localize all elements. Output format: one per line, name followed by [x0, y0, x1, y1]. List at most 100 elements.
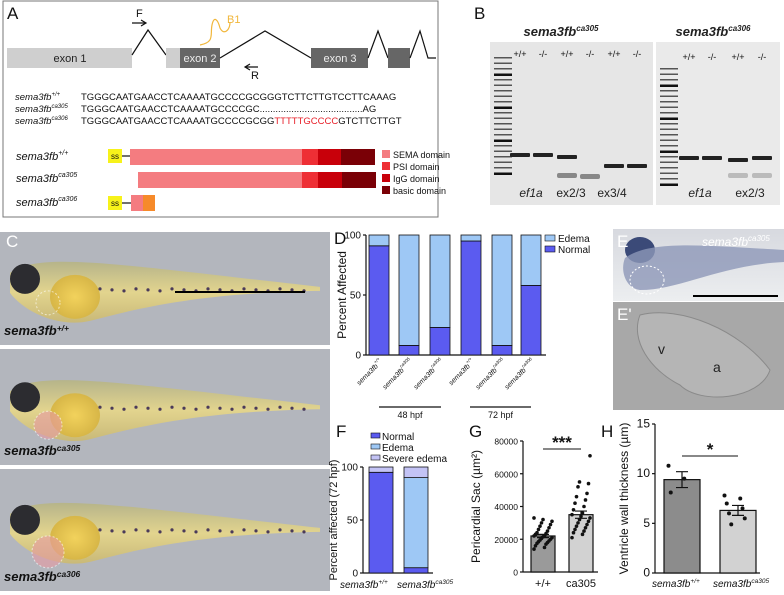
- data-point: [576, 521, 580, 525]
- y-tick-label: 0: [513, 568, 518, 578]
- data-point: [583, 525, 588, 530]
- legend-swatch: [370, 454, 381, 461]
- exon-1-label: exon 1: [53, 53, 86, 65]
- ladder-band: [660, 112, 678, 114]
- legend-swatch: [382, 150, 390, 158]
- primer-label: ex3/4: [597, 186, 627, 200]
- ladder-band: [660, 84, 678, 87]
- ladder-band: [494, 117, 512, 119]
- exon-2: [180, 48, 220, 68]
- melanophore: [170, 528, 174, 532]
- ladder-band: [494, 161, 512, 163]
- gene: sema3fb: [413, 367, 437, 391]
- ladder-band: [660, 68, 678, 70]
- data-point: [548, 522, 553, 527]
- yolk-sac: [50, 393, 100, 438]
- error-bar: [732, 504, 744, 516]
- legend-label: IgG domain: [393, 174, 440, 184]
- melanophore: [182, 288, 186, 292]
- melanophore: [98, 405, 102, 409]
- ladder-band: [660, 167, 678, 169]
- gene: sema3fb: [504, 367, 528, 391]
- signal-sequence-ca306: [108, 196, 122, 210]
- ladder-band: [494, 134, 512, 136]
- melanophore: [182, 529, 186, 533]
- yolk-sac: [50, 274, 100, 319]
- melanophore: [146, 529, 150, 533]
- bar-edema: [460, 234, 482, 242]
- y-tick-label: 20000: [494, 535, 518, 545]
- intron-1: [131, 28, 167, 56]
- x-tick-label: sema3fb+/+: [446, 356, 477, 387]
- ladder-band: [660, 106, 678, 108]
- superscript: ca305: [492, 356, 505, 369]
- ladder-band: [660, 101, 678, 103]
- lane-label: -/-: [586, 49, 595, 59]
- y-tick-label: 5: [643, 516, 650, 530]
- panel-g: G 0 20000 40000 60000 80000 Pericardial Sac (…: [469, 422, 598, 590]
- panel-b: B sema3fbca305 sema3fbca306 +/+ -/- +/+ -/-…: [474, 4, 780, 205]
- data-point: [571, 507, 576, 512]
- gene: sema3fb: [4, 443, 57, 458]
- gel-ca305: [490, 42, 653, 205]
- melanophore: [218, 529, 222, 533]
- panel-label-f: F: [336, 422, 346, 441]
- panel-label-d: D: [334, 229, 346, 248]
- truncated-sema-ca306: [131, 195, 143, 211]
- gene: sema3fb: [652, 579, 691, 590]
- melanophore: [206, 528, 210, 532]
- bar: [530, 535, 556, 573]
- data-point: [547, 525, 551, 530]
- bar-severe-edema: [403, 466, 429, 479]
- exon-2-utr: [166, 48, 180, 68]
- gene: sema3fb: [397, 580, 436, 591]
- x-tick-label: ca305: [566, 578, 596, 590]
- data-point: [579, 514, 583, 519]
- melanophore: [230, 530, 234, 534]
- x-tick-label: sema3fb+/+: [652, 578, 700, 590]
- primer-label: ef1a: [688, 186, 712, 200]
- panel-h: H 0 5 10 15 Ventricle wall thickness (µm) * se…: [601, 417, 769, 591]
- melanophore: [266, 530, 270, 534]
- superscript: +/+: [373, 356, 381, 364]
- y-tick-label: 50: [347, 516, 359, 527]
- melanophore: [182, 406, 186, 410]
- ladder-band: [660, 145, 678, 147]
- legend-swatch: [382, 162, 390, 170]
- bar-edema: [429, 234, 451, 328]
- melanophore: [242, 405, 246, 409]
- ladder-band: [494, 139, 512, 142]
- melanophore: [254, 406, 258, 410]
- melanophore: [194, 530, 198, 534]
- data-point: [573, 527, 577, 532]
- group-label: 72 hpf: [488, 410, 514, 420]
- ss-label-wt: ss: [111, 152, 119, 161]
- data-point: [588, 516, 592, 520]
- superscript: ca305: [435, 579, 453, 586]
- gene: sema3fb: [4, 323, 57, 338]
- frameshift-ca306: [143, 195, 155, 211]
- signal-sequence-wt: [108, 149, 122, 163]
- data-point: [580, 532, 585, 537]
- melanophore: [290, 406, 294, 410]
- intron-4: [409, 29, 436, 59]
- superscript: ca305: [399, 356, 412, 369]
- ladder-band: [494, 84, 512, 86]
- data-point: [574, 524, 579, 528]
- ladder-band: [660, 128, 678, 130]
- data-point: [742, 516, 747, 521]
- ladder-band: [494, 128, 512, 130]
- primer-r-arrow-icon: [243, 63, 258, 71]
- ventricle-label: v: [658, 341, 665, 357]
- dna-band: [533, 153, 553, 157]
- y-axis-label: Percent Affected: [335, 251, 349, 339]
- bar-edema: [491, 234, 513, 346]
- y-tick-label: 0: [352, 569, 358, 580]
- data-point: [570, 535, 574, 540]
- melanophore: [242, 528, 246, 532]
- panel-a: A exon 1 exon 2 exon 3 F R B1 sema3fb+/+…: [2, 0, 450, 218]
- ladder-band: [660, 183, 678, 186]
